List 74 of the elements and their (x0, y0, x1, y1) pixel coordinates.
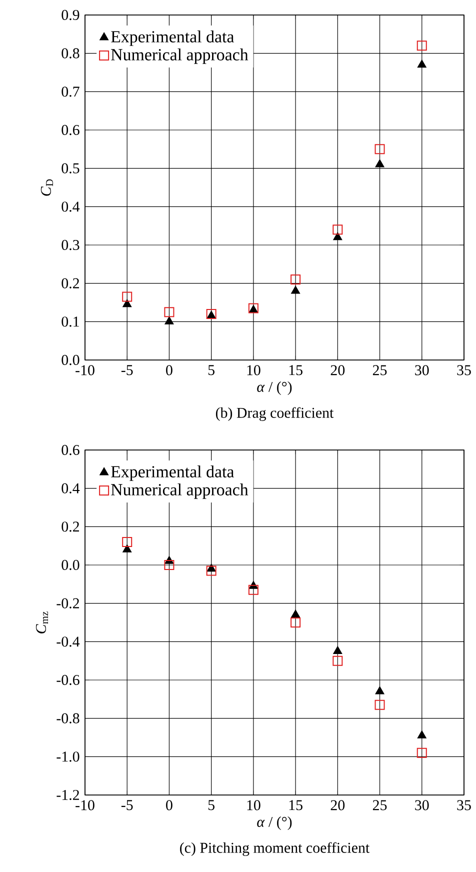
point (122, 292, 132, 302)
x-tick-label: 0 (166, 800, 172, 810)
x-tick-label: 25 (372, 800, 386, 810)
y-axis-title: C$_{mz}$ (36, 612, 48, 634)
y-tick-label: -0.2 (56, 598, 79, 608)
x-tick-label: 35 (457, 365, 471, 376)
x-tick-label: 10 (247, 800, 260, 810)
y-tick-label: 0.1 (61, 316, 79, 327)
point (416, 748, 427, 758)
point (332, 224, 342, 235)
y-tick-label: 0.6 (61, 124, 80, 136)
y-tick-label: -0.8 (56, 713, 80, 724)
x-tick-label: 0 (166, 365, 172, 376)
x-tick-label: 20 (330, 365, 344, 376)
point (122, 299, 132, 308)
point (333, 646, 342, 654)
x-tick-label: 15 (289, 365, 302, 376)
point (122, 544, 132, 552)
y-tick-label: 0.4 (61, 483, 80, 494)
point (374, 144, 385, 154)
y-tick-label: 0.9 (61, 10, 79, 20)
y-tick-label: 0.5 (61, 163, 80, 174)
point (416, 40, 427, 51)
y-tick-label: 0.2 (61, 278, 79, 288)
point (290, 617, 300, 628)
x-tick-label: 5 (208, 800, 214, 810)
x-tick-label: -5 (121, 800, 133, 810)
x-tick-label: 15 (289, 800, 302, 810)
x-tick-label: 30 (414, 800, 429, 810)
y-axis-title: C$_{D}$ (40, 179, 53, 196)
point (164, 316, 174, 324)
y-tick-label: 0.4 (61, 202, 80, 212)
y-tick-label: 0.7 (61, 86, 80, 97)
point (375, 160, 384, 168)
x-tick-label: 5 (208, 365, 214, 376)
legend-label: Numerical approach (110, 48, 248, 64)
x-tick-label: 25 (372, 365, 386, 376)
y-tick-label: -1.2 (56, 790, 79, 800)
x-tick-label: 10 (247, 365, 260, 376)
legend-label: Numerical approach (110, 484, 248, 499)
x-tick-label: -10 (75, 365, 94, 376)
point (374, 700, 385, 710)
x-axis-title: α / (°) (256, 381, 292, 395)
x-tick-label: 35 (457, 800, 471, 810)
point (248, 584, 258, 595)
y-tick-label: 0.2 (61, 522, 79, 532)
y-tick-label: 0.0 (61, 560, 80, 570)
point (206, 566, 216, 576)
y-tick-label: -0.4 (56, 636, 80, 647)
point (332, 656, 342, 666)
point (164, 307, 174, 318)
point (375, 686, 384, 694)
point (333, 232, 342, 240)
text: (c) Pitching moment coefficient (180, 842, 370, 856)
y-tick-label: 0.3 (61, 240, 80, 250)
legend-label: Experimental data (110, 466, 234, 481)
x-tick-label: -5 (121, 365, 133, 376)
y-tick-label: -1.0 (56, 752, 80, 762)
point (122, 536, 132, 547)
y-tick-label: -0.6 (56, 674, 80, 686)
x-tick-label: -10 (75, 800, 94, 810)
x-axis-title: α / (°) (256, 816, 292, 830)
point (290, 274, 300, 284)
point (290, 610, 300, 618)
legend-label: Experimental data (110, 30, 234, 46)
y-tick-label: 0.8 (61, 48, 80, 58)
text: (b) Drag coefficient (216, 407, 334, 421)
point (164, 560, 174, 570)
point (417, 730, 426, 738)
x-tick-label: 20 (330, 800, 344, 810)
y-tick-label: 0.6 (61, 444, 80, 456)
x-tick-label: 30 (414, 365, 429, 376)
point (417, 60, 426, 68)
point (290, 286, 300, 294)
